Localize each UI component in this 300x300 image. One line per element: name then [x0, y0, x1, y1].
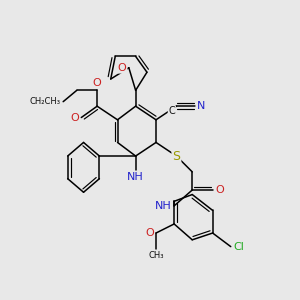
Text: C: C — [169, 106, 175, 116]
Text: Cl: Cl — [233, 242, 244, 252]
Text: N: N — [197, 101, 205, 111]
Text: NH: NH — [127, 172, 144, 182]
Text: NH: NH — [155, 201, 172, 211]
Text: S: S — [172, 149, 180, 163]
Text: O: O — [70, 112, 79, 122]
Text: O: O — [93, 78, 101, 88]
Text: CH₃: CH₃ — [148, 251, 164, 260]
Text: CH₂CH₃: CH₂CH₃ — [30, 97, 61, 106]
Text: O: O — [215, 185, 224, 195]
Text: O: O — [118, 63, 127, 73]
Text: O: O — [145, 228, 154, 238]
